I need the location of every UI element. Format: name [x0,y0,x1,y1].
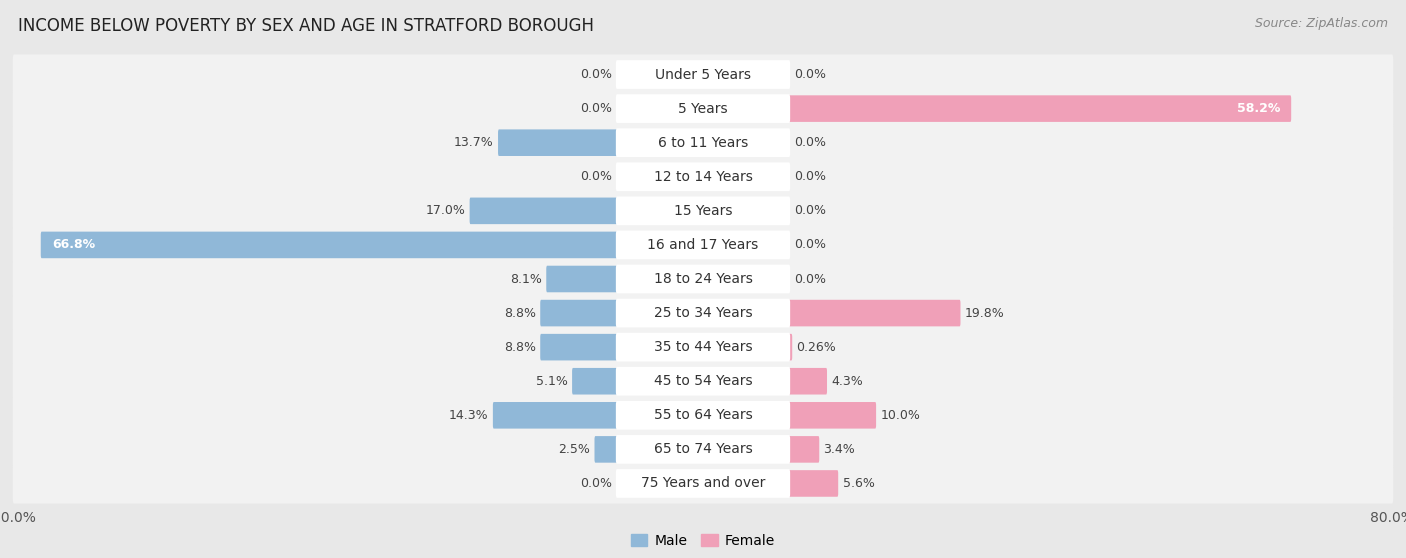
Text: 3.4%: 3.4% [824,443,855,456]
Text: 25 to 34 Years: 25 to 34 Years [654,306,752,320]
Text: 8.8%: 8.8% [503,306,536,320]
FancyBboxPatch shape [13,327,1393,367]
Text: 0.0%: 0.0% [794,272,827,286]
FancyBboxPatch shape [13,55,1393,95]
Text: 8.1%: 8.1% [510,272,541,286]
Text: 0.0%: 0.0% [794,170,827,183]
FancyBboxPatch shape [616,94,790,123]
Text: 18 to 24 Years: 18 to 24 Years [654,272,752,286]
Text: 5 Years: 5 Years [678,102,728,116]
Text: 45 to 54 Years: 45 to 54 Years [654,374,752,388]
Text: 0.0%: 0.0% [579,170,612,183]
FancyBboxPatch shape [13,191,1393,231]
FancyBboxPatch shape [494,402,617,429]
FancyBboxPatch shape [616,469,790,498]
FancyBboxPatch shape [789,95,1291,122]
FancyBboxPatch shape [572,368,617,395]
FancyBboxPatch shape [470,198,617,224]
FancyBboxPatch shape [789,334,792,360]
Text: 8.8%: 8.8% [503,340,536,354]
FancyBboxPatch shape [13,157,1393,197]
Text: 15 Years: 15 Years [673,204,733,218]
FancyBboxPatch shape [616,264,790,294]
Legend: Male, Female: Male, Female [626,528,780,554]
Text: 6 to 11 Years: 6 to 11 Years [658,136,748,150]
Text: 2.5%: 2.5% [558,443,591,456]
FancyBboxPatch shape [13,259,1393,299]
Text: 0.0%: 0.0% [579,68,612,81]
FancyBboxPatch shape [13,225,1393,265]
FancyBboxPatch shape [13,89,1393,129]
Text: 5.6%: 5.6% [842,477,875,490]
FancyBboxPatch shape [547,266,617,292]
Text: 4.3%: 4.3% [831,375,863,388]
FancyBboxPatch shape [13,361,1393,401]
FancyBboxPatch shape [498,129,617,156]
FancyBboxPatch shape [616,299,790,328]
FancyBboxPatch shape [13,293,1393,333]
Text: 19.8%: 19.8% [965,306,1004,320]
FancyBboxPatch shape [616,367,790,396]
Text: 13.7%: 13.7% [454,136,494,149]
FancyBboxPatch shape [13,395,1393,435]
Text: 0.0%: 0.0% [794,136,827,149]
FancyBboxPatch shape [789,368,827,395]
Text: 58.2%: 58.2% [1237,102,1279,115]
FancyBboxPatch shape [41,232,617,258]
FancyBboxPatch shape [616,230,790,259]
FancyBboxPatch shape [789,470,838,497]
Text: 0.0%: 0.0% [794,68,827,81]
FancyBboxPatch shape [616,401,790,430]
FancyBboxPatch shape [616,60,790,89]
FancyBboxPatch shape [13,463,1393,503]
FancyBboxPatch shape [540,300,617,326]
Text: 5.1%: 5.1% [536,375,568,388]
FancyBboxPatch shape [616,333,790,362]
FancyBboxPatch shape [616,128,790,157]
Text: Source: ZipAtlas.com: Source: ZipAtlas.com [1254,17,1388,30]
FancyBboxPatch shape [540,334,617,360]
Text: 0.26%: 0.26% [797,340,837,354]
FancyBboxPatch shape [616,162,790,191]
Text: INCOME BELOW POVERTY BY SEX AND AGE IN STRATFORD BOROUGH: INCOME BELOW POVERTY BY SEX AND AGE IN S… [18,17,595,35]
FancyBboxPatch shape [789,436,820,463]
Text: 17.0%: 17.0% [426,204,465,218]
Text: 14.3%: 14.3% [449,409,488,422]
Text: 75 Years and over: 75 Years and over [641,477,765,490]
Text: 10.0%: 10.0% [880,409,921,422]
Text: Under 5 Years: Under 5 Years [655,68,751,81]
Text: 0.0%: 0.0% [579,102,612,115]
FancyBboxPatch shape [13,429,1393,469]
FancyBboxPatch shape [616,435,790,464]
Text: 0.0%: 0.0% [794,238,827,252]
FancyBboxPatch shape [789,402,876,429]
Text: 55 to 64 Years: 55 to 64 Years [654,408,752,422]
Text: 0.0%: 0.0% [794,204,827,218]
FancyBboxPatch shape [595,436,617,463]
Text: 16 and 17 Years: 16 and 17 Years [647,238,759,252]
Text: 65 to 74 Years: 65 to 74 Years [654,442,752,456]
FancyBboxPatch shape [13,123,1393,163]
FancyBboxPatch shape [616,196,790,225]
Text: 66.8%: 66.8% [52,238,96,252]
Text: 12 to 14 Years: 12 to 14 Years [654,170,752,184]
Text: 0.0%: 0.0% [579,477,612,490]
Text: 35 to 44 Years: 35 to 44 Years [654,340,752,354]
FancyBboxPatch shape [789,300,960,326]
